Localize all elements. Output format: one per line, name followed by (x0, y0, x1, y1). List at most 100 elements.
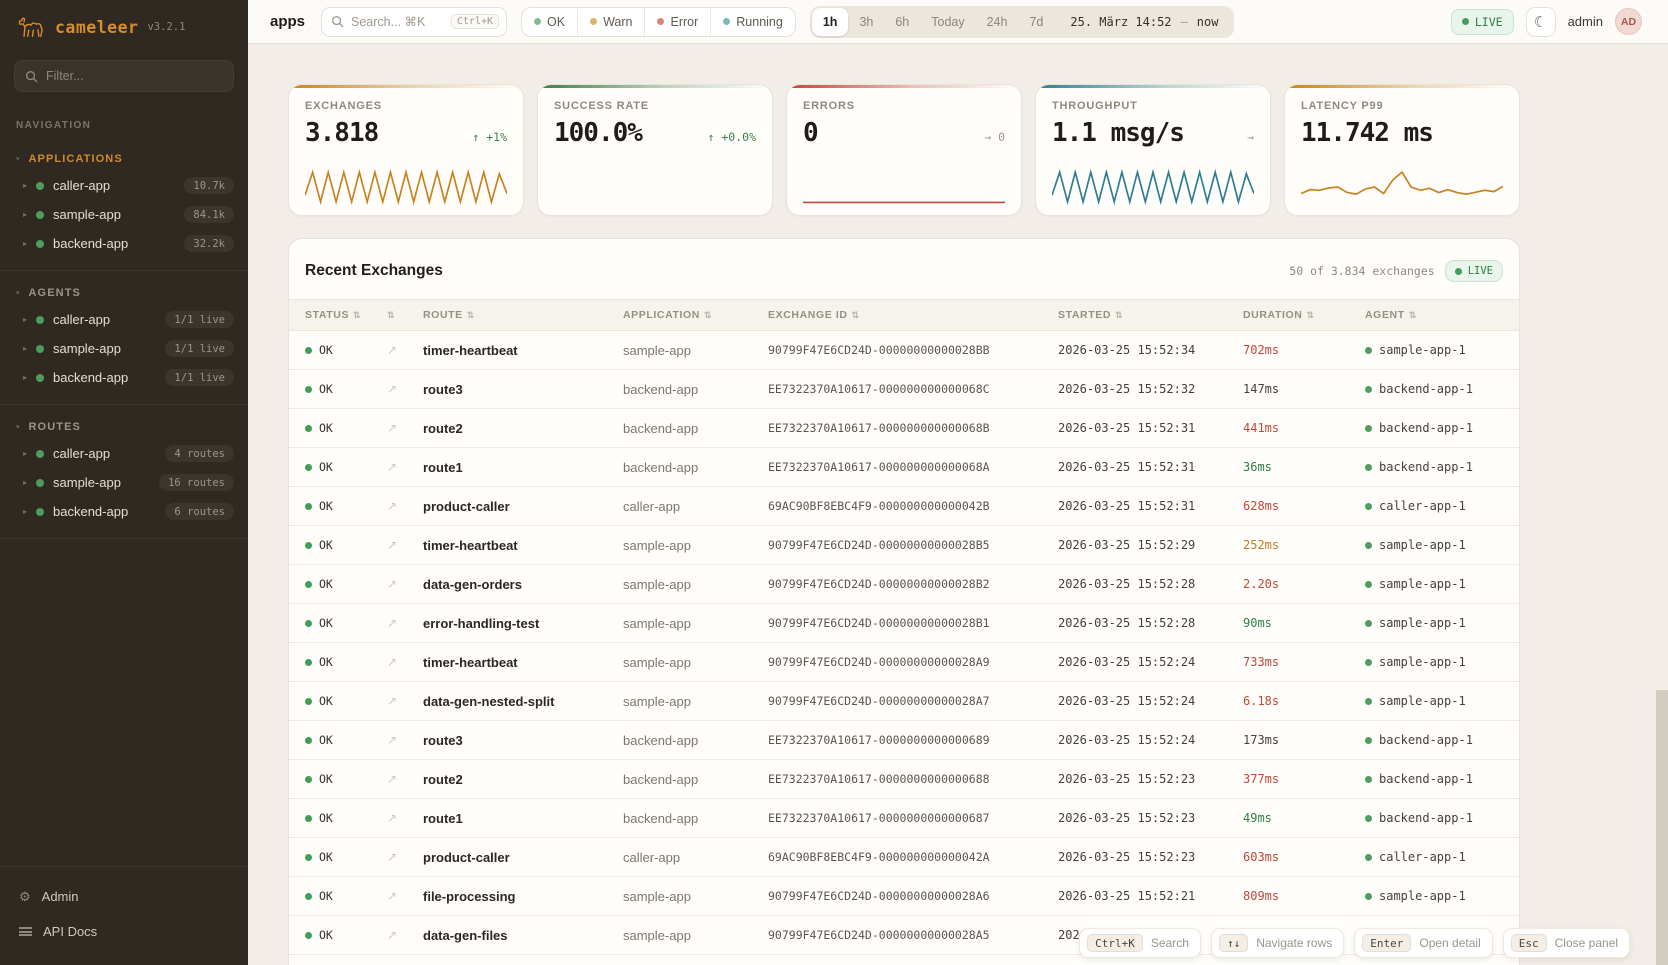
table-row[interactable]: OK ↗ route3 backend-app EE7322370A10617-0000… (289, 721, 1519, 760)
column-header-route[interactable]: ROUTE ⇅ (423, 309, 475, 321)
open-detail-icon[interactable]: ↗ (387, 577, 398, 591)
agent-cell: backend-app-1 (1365, 733, 1519, 747)
sort-icon: ⇅ (1115, 309, 1124, 320)
open-detail-icon[interactable]: ↗ (387, 772, 398, 786)
status-filter-warn[interactable]: Warn (577, 7, 644, 36)
section-header-routes[interactable]: ▾ ROUTES (16, 421, 81, 433)
column-header-agent[interactable]: AGENT ⇅ (1365, 309, 1417, 321)
table-row[interactable]: OK ↗ error-handling-test sample-app 90799F47… (289, 604, 1519, 643)
search-button[interactable]: Search... ⌘K Ctrl+K (321, 6, 508, 37)
table-row[interactable]: OK ↗ timer-heartbeat sample-app 90799F47E6CD… (289, 526, 1519, 565)
sidebar-item-caller-app[interactable]: ▸ caller-app 10.7k (0, 171, 248, 200)
sidebar-item-backend-app[interactable]: ▸ backend-app 1/1 live (0, 363, 248, 392)
status-cell: OK (305, 733, 387, 747)
table-row[interactable]: OK ↗ data-gen-nested-split sample-app 90799F… (289, 682, 1519, 721)
sidebar-item-sample-app[interactable]: ▸ sample-app 16 routes (0, 468, 248, 497)
open-detail-icon[interactable]: ↗ (387, 694, 398, 708)
sidebar-item-api-docs[interactable]: API Docs (0, 914, 248, 949)
table-row[interactable]: OK ↗ product-caller caller-app 69AC90BF8EBC4… (289, 487, 1519, 526)
open-detail-icon[interactable]: ↗ (387, 343, 398, 357)
open-detail-icon[interactable]: ↗ (387, 460, 398, 474)
status-filter-error[interactable]: Error (644, 7, 710, 36)
agent-cell: backend-app-1 (1365, 460, 1519, 474)
status-filter-ok[interactable]: OK (522, 8, 577, 36)
open-detail-icon[interactable]: ↗ (387, 382, 398, 396)
started-cell: 2026-03-25 15:52:29 (1058, 538, 1196, 552)
open-detail-icon[interactable]: ↗ (387, 538, 398, 552)
chevron-right-icon: ▸ (23, 210, 28, 219)
kbd-chip: Esc (1510, 934, 1547, 952)
live-toggle[interactable]: LIVE (1450, 8, 1514, 35)
section-header-applications[interactable]: ▾ APPLICATIONS (16, 153, 123, 165)
table-row[interactable]: OK ↗ product-caller caller-app 69AC90BF8EBC4… (289, 838, 1519, 877)
open-detail-icon[interactable]: ↗ (387, 421, 398, 435)
column-header-application[interactable]: APPLICATION ⇅ (623, 309, 713, 321)
route-cell: route1 (423, 810, 463, 826)
column-header-started[interactable]: STARTED ⇅ (1058, 309, 1124, 321)
sidebar-item-backend-app[interactable]: ▸ backend-app 32.2k (0, 229, 248, 258)
route-cell: data-gen-files (423, 927, 508, 943)
time-range-24h[interactable]: 24h (986, 14, 1008, 29)
section-header-agents[interactable]: ▾ AGENTS (16, 287, 81, 299)
sidebar-item-caller-app[interactable]: ▸ caller-app 4 routes (0, 439, 248, 468)
open-detail-icon[interactable]: ↗ (387, 928, 398, 942)
column-header-status[interactable]: STATUS ⇅ (305, 309, 362, 321)
ok-dot-icon (305, 658, 312, 666)
started-cell: 2026-03-25 15:52:24 (1058, 694, 1196, 708)
open-detail-icon[interactable]: ↗ (387, 655, 398, 669)
duration-cell: 377ms (1243, 772, 1280, 786)
agent-dot-icon (1365, 736, 1372, 744)
table-row[interactable]: OK ↗ route1 backend-app EE7322370A10617-0000… (289, 799, 1519, 838)
status-filter-running[interactable]: Running (710, 7, 795, 36)
exchange-id-cell: 90799F47E6CD24D-00000000000028A9 (768, 655, 990, 669)
open-detail-icon[interactable]: ↗ (387, 499, 398, 513)
filter-input[interactable] (46, 69, 223, 83)
main-area: apps Search... ⌘K Ctrl+K OK Warn Error Runn… (248, 0, 1668, 965)
sparkline-chart (1301, 168, 1503, 206)
table-row[interactable]: OK ↗ route1 backend-app EE7322370A10617-0000… (289, 448, 1519, 487)
open-detail-icon[interactable]: ↗ (387, 850, 398, 864)
sidebar-item-caller-app[interactable]: ▸ caller-app 1/1 live (0, 305, 248, 334)
time-range-7d[interactable]: 7d (1029, 14, 1044, 29)
kpi-card-throughput: THROUGHPUT 1.1 msg/s → (1035, 84, 1271, 216)
table-row[interactable]: OK ↗ route2 backend-app EE7322370A10617-0000… (289, 409, 1519, 448)
table-row[interactable]: OK ↗ route3 backend-app EE7322370A10617-0000… (289, 370, 1519, 409)
table-row[interactable]: OK ↗ file-processing sample-app 90799F47E6CD… (289, 877, 1519, 916)
time-range-1h[interactable]: 1h (811, 7, 849, 36)
open-detail-icon[interactable]: ↗ (387, 616, 398, 630)
open-detail-icon[interactable]: ↗ (387, 889, 398, 903)
table-row[interactable]: OK ↗ timer-heartbeat sample-app 90799F47E6CD… (289, 331, 1519, 370)
table-body: OK ↗ timer-heartbeat sample-app 90799F47E6CD… (289, 331, 1519, 955)
open-detail-icon[interactable]: ↗ (387, 733, 398, 747)
sort-icon: ⇅ (704, 309, 713, 320)
application-cell: sample-app (623, 693, 691, 709)
time-range-6h[interactable]: 6h (895, 14, 910, 29)
avatar[interactable]: AD (1615, 8, 1642, 35)
table-row[interactable]: OK ↗ route2 backend-app EE7322370A10617-0000… (289, 760, 1519, 799)
kpi-label: THROUGHPUT (1052, 100, 1138, 112)
kpi-label: LATENCY P99 (1301, 100, 1384, 112)
time-range-today[interactable]: Today (931, 14, 965, 29)
sidebar-item-admin[interactable]: ⚙ Admin (19, 889, 79, 904)
table-row[interactable]: OK ↗ data-gen-orders sample-app 90799F47E6CD… (289, 565, 1519, 604)
sidebar-item-backend-app[interactable]: ▸ backend-app 6 routes (0, 497, 248, 526)
table-meta: 50 of 3.834 exchanges LIVE (1289, 260, 1503, 282)
column-header-duration[interactable]: DURATION ⇅ (1243, 309, 1315, 321)
exchange-id-cell: EE7322370A10617-0000000000000689 (768, 733, 990, 747)
scrollbar[interactable] (1656, 690, 1668, 965)
column-header-exchange-id[interactable]: EXCHANGE ID ⇅ (768, 309, 860, 321)
ok-dot-icon (305, 697, 312, 705)
sidebar-item-sample-app[interactable]: ▸ sample-app 1/1 live (0, 334, 248, 363)
open-detail-icon[interactable]: ↗ (387, 811, 398, 825)
agent-cell: sample-app-1 (1365, 577, 1519, 591)
route-cell: file-processing (423, 888, 516, 904)
theme-toggle[interactable]: ☾ (1525, 6, 1556, 37)
column-header-expand[interactable]: ⇅ (387, 310, 423, 321)
camel-logo-icon (18, 17, 43, 37)
agent-cell: sample-app-1 (1365, 655, 1519, 669)
status-cell: OK (305, 577, 387, 591)
time-range-3h[interactable]: 3h (859, 14, 874, 29)
table-row[interactable]: OK ↗ timer-heartbeat sample-app 90799F47E6CD… (289, 643, 1519, 682)
table-live-toggle[interactable]: LIVE (1444, 260, 1503, 282)
sidebar-item-sample-app[interactable]: ▸ sample-app 84.1k (0, 200, 248, 229)
